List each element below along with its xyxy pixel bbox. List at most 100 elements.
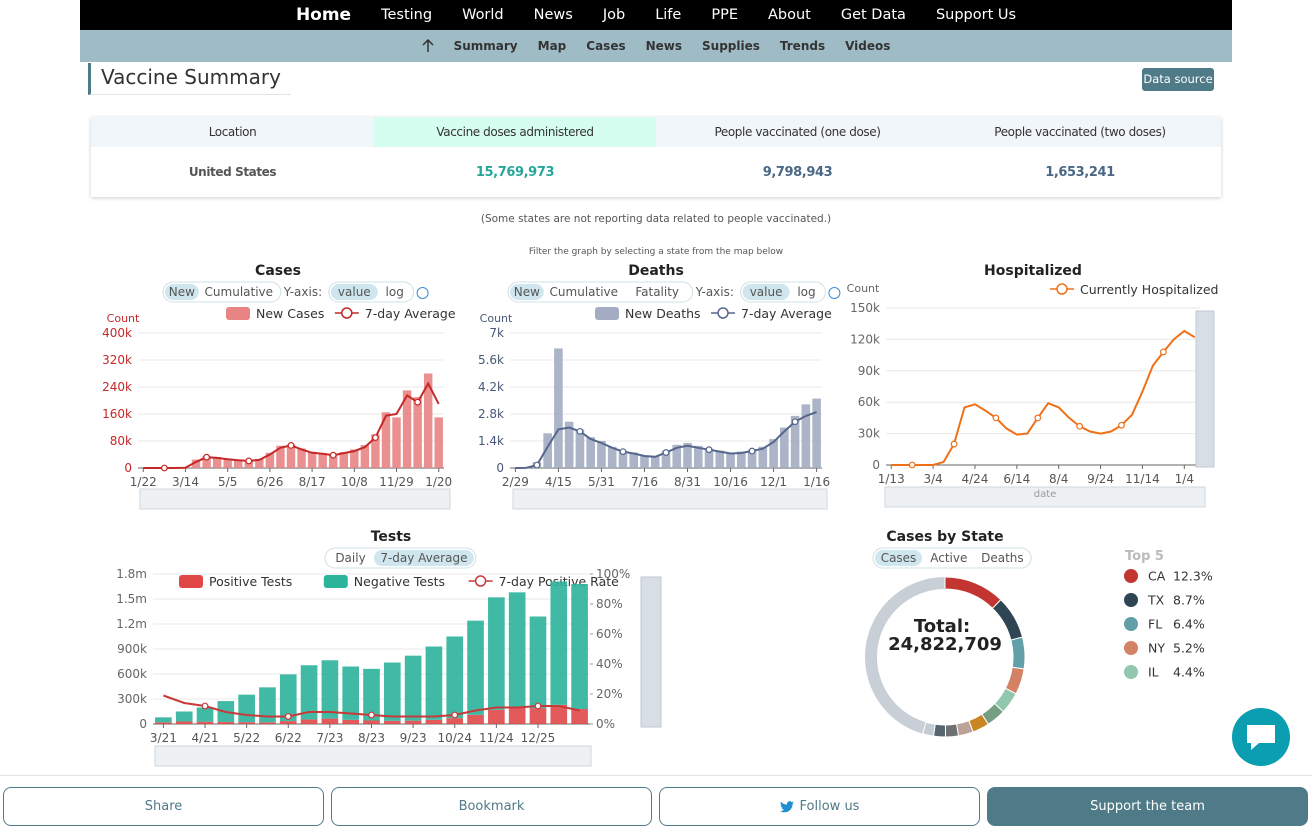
bar [640,455,649,468]
sub-nav-item[interactable]: Cases [586,39,626,53]
x-tick-label: 6/26 [256,475,283,489]
toggle-option[interactable]: New [169,285,195,299]
sub-nav-item[interactable]: News [645,39,683,53]
data-source-button[interactable]: Data source [1142,68,1214,91]
bar [212,457,222,468]
line-marker [534,702,542,710]
nav-item[interactable]: News [533,7,573,23]
sub-nav-item[interactable]: Supplies [702,39,760,53]
bar [307,451,317,468]
table-note: (Some states are not reporting data rela… [480,213,832,225]
bar [279,721,297,724]
legend-label: 7-day Average [365,306,456,321]
bar [812,398,821,468]
line-marker [791,418,799,426]
x-tick-label: 1/20 [425,475,452,489]
donut-segment[interactable] [1010,636,1026,670]
zoom-side [640,576,662,728]
legend-swatch [1124,569,1138,583]
toggle-option[interactable]: New [514,285,540,299]
section-title: Vaccine Summary [88,63,291,95]
toggle-option[interactable]: log [386,285,404,299]
bar [434,417,443,468]
bar [363,668,380,721]
bar [392,417,401,468]
nav-item[interactable]: About [767,7,811,23]
bar [543,433,552,468]
toggle-option[interactable]: log [797,285,815,299]
line-marker [908,461,916,469]
follow-button[interactable]: Follow us [659,787,980,826]
sub-nav-item[interactable]: Map [537,39,567,53]
bookmark-button[interactable]: Bookmark [331,787,652,826]
nav-home[interactable]: Home [295,5,352,25]
up-arrow[interactable] [422,39,434,53]
table-cell: 15,769,973 [475,164,555,180]
zoom-side [1195,310,1215,468]
y-tick-label: 30k [858,427,880,441]
line-marker [748,447,756,455]
nav-item[interactable]: Testing [381,7,433,23]
donut-segment[interactable] [922,721,936,737]
share-button[interactable]: Share [3,787,324,826]
toggle-option[interactable]: Daily [335,551,365,565]
toggle-option[interactable]: value [338,285,371,299]
bar [715,450,725,468]
nav-item[interactable]: Get Data [840,7,906,23]
nav-item[interactable]: Job [602,7,626,23]
button-label: Follow us [799,799,860,814]
toggle-option[interactable]: Fatality [635,285,679,299]
toggle-option[interactable]: value [750,285,783,299]
legend-swatch [1124,617,1138,631]
divider [0,775,1312,776]
sub-nav-item[interactable]: Trends [779,39,826,53]
x-tick-label: 1/16 [803,475,830,489]
x-tick-label: 10/24 [437,731,472,745]
x-tick-label: 10/8 [341,475,368,489]
toggle-option[interactable]: Cases [881,551,917,565]
donut-segment[interactable] [944,576,1002,610]
bar [191,459,201,468]
nav-item[interactable]: PPE [711,7,738,23]
support-button[interactable]: Support the team [987,787,1308,826]
toggle-group [507,281,694,303]
bar [383,720,401,724]
y-tick-label: 300k [117,692,147,706]
toggle-option[interactable]: Deaths [981,551,1024,565]
donut-segment[interactable] [944,723,960,738]
nav-item[interactable]: World [462,7,504,23]
bar [586,437,595,468]
legend-swatch [323,575,348,588]
y-tick-label: 320k [102,353,132,367]
sub-nav-item[interactable]: Videos [845,39,891,53]
toggle-option[interactable]: Active [930,551,967,565]
bar [371,434,380,468]
toggle-option[interactable]: Cumulative [205,285,274,299]
x-tick-label: 6/22 [275,731,302,745]
bar [747,449,757,468]
bar [571,584,588,709]
x-tick-label: 8/31 [674,475,701,489]
line-marker [414,398,422,406]
x-tick-label: 11/24 [479,731,514,745]
sub-nav-item[interactable]: Summary [453,39,518,53]
toggle-option[interactable]: 7-day Average [380,551,467,565]
nav-item[interactable]: Support Us [935,7,1017,23]
bar [650,456,660,468]
bar [196,707,214,722]
y2-tick-label: 20% [596,687,623,701]
bar [175,721,193,724]
chat-button[interactable] [1231,707,1291,767]
bar [217,721,235,724]
bar [446,636,464,719]
x-tick-label: 1/4 [1175,472,1194,486]
nav-item[interactable]: Life [655,7,682,23]
bar [155,722,172,724]
legend-title: Top 5 [1125,549,1164,564]
button-label: Share [144,799,183,814]
x-tick-label: 11/29 [379,475,414,489]
x-tick-label: 12/25 [521,731,556,745]
toggle-option[interactable]: Cumulative [550,285,619,299]
bar [423,373,433,468]
